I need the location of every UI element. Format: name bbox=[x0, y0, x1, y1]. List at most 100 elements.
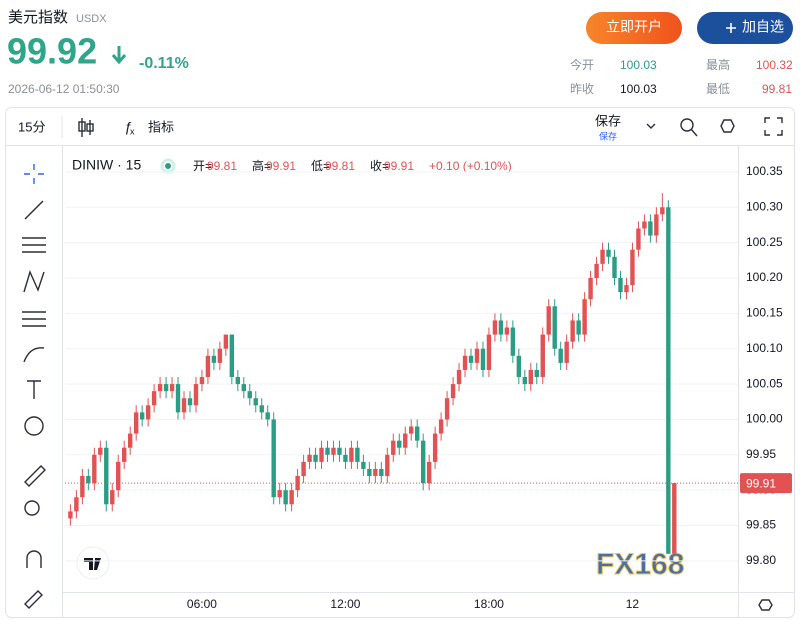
candle-body bbox=[74, 497, 79, 512]
candle-body bbox=[420, 440, 426, 484]
candle-body bbox=[570, 320, 575, 342]
zoom-tool[interactable] bbox=[24, 500, 40, 516]
candle-body bbox=[331, 447, 336, 455]
magnet-tool[interactable] bbox=[26, 550, 42, 568]
alert-icon[interactable] bbox=[680, 118, 698, 137]
stat-label: 最低 bbox=[706, 82, 730, 96]
price: 99.92 bbox=[7, 31, 97, 72]
button-label: 立即开户 bbox=[606, 19, 662, 35]
interval[interactable]: 15分 bbox=[18, 119, 45, 134]
candle-body bbox=[133, 412, 139, 434]
code: USDX bbox=[76, 13, 107, 25]
ruler-tool[interactable] bbox=[24, 465, 46, 487]
stat-label: 昨收 bbox=[570, 82, 594, 96]
candle-body bbox=[414, 426, 420, 441]
candle-body bbox=[277, 490, 282, 498]
chevron[interactable] bbox=[646, 123, 656, 129]
trendline-tool[interactable] bbox=[24, 200, 44, 220]
candle-body bbox=[199, 377, 205, 385]
button-bg bbox=[697, 12, 793, 44]
button-bg bbox=[586, 12, 682, 44]
legend-change: +0.10 (+0.10%) bbox=[429, 159, 512, 173]
legend-value: 99.91 bbox=[384, 159, 414, 173]
y-tick-label: 100.35 bbox=[746, 164, 783, 178]
text-tool[interactable] bbox=[27, 380, 41, 399]
candle-body bbox=[361, 461, 366, 469]
candle-body bbox=[606, 249, 611, 257]
candle-body bbox=[630, 249, 635, 286]
y-tick-label: 99.85 bbox=[746, 518, 776, 532]
candle-body bbox=[343, 454, 348, 462]
projection-tool[interactable] bbox=[22, 311, 46, 327]
candle-body bbox=[403, 433, 408, 448]
candle-body bbox=[325, 447, 330, 455]
candle-body bbox=[492, 320, 498, 335]
lock-tool[interactable] bbox=[24, 590, 43, 609]
candle-body bbox=[169, 384, 175, 392]
x-tick-label: 06:00 bbox=[187, 597, 217, 611]
candle-body bbox=[618, 278, 623, 293]
candle-body bbox=[576, 320, 581, 335]
candle-body bbox=[86, 476, 91, 484]
candle-body bbox=[546, 306, 551, 335]
save[interactable]: 保存 bbox=[595, 113, 621, 128]
y-tick-label: 100.00 bbox=[746, 412, 783, 426]
x-tick-label: 12 bbox=[626, 597, 640, 611]
pattern-tool[interactable] bbox=[23, 269, 45, 293]
candle-body bbox=[444, 398, 450, 420]
y-tick-label: 99.95 bbox=[746, 447, 776, 461]
candle-body bbox=[271, 419, 276, 498]
last-price-tag bbox=[740, 473, 792, 494]
fullscreen-icon[interactable] bbox=[764, 117, 783, 136]
candle-body bbox=[379, 468, 384, 477]
plot: 99.8099.8599.9099.95100.00100.05100.1010… bbox=[65, 164, 792, 611]
axis-settings[interactable] bbox=[758, 599, 773, 611]
candle-body bbox=[624, 285, 629, 293]
fib-tool[interactable] bbox=[22, 237, 46, 253]
y-tick-label: 100.05 bbox=[746, 376, 783, 390]
stat-value: 100.03 bbox=[620, 58, 657, 72]
candle-body bbox=[672, 483, 677, 554]
open-account-button[interactable]: 立即开户 bbox=[586, 12, 682, 44]
candle-body bbox=[295, 476, 300, 491]
candle-body bbox=[127, 433, 133, 448]
candle-body bbox=[193, 384, 199, 406]
candle-body bbox=[426, 461, 432, 484]
emoji-tool[interactable] bbox=[24, 416, 44, 436]
crosshair-tool[interactable] bbox=[24, 164, 44, 184]
candle-body bbox=[223, 334, 229, 349]
fx-icon[interactable]: ƒ bbox=[124, 119, 132, 135]
candle-body bbox=[319, 447, 324, 462]
candle-body bbox=[92, 454, 97, 484]
candle-body bbox=[139, 412, 145, 420]
y-tick-label: 100.15 bbox=[746, 306, 783, 320]
candle-body bbox=[80, 476, 85, 498]
indicators[interactable]: 指标 bbox=[148, 119, 174, 134]
candle-body bbox=[438, 419, 444, 434]
legend-label: 开= bbox=[193, 159, 212, 173]
candle-type-icon[interactable] bbox=[78, 118, 94, 137]
stat-label: 今开 bbox=[570, 57, 594, 72]
candle-body bbox=[187, 398, 193, 406]
candle-body bbox=[289, 490, 294, 505]
save-sub: 保存 bbox=[599, 130, 617, 141]
candle-body bbox=[528, 369, 533, 385]
stat-value: 100.03 bbox=[620, 82, 657, 96]
stat-value: 99.81 bbox=[762, 82, 792, 96]
candle-body bbox=[253, 398, 258, 406]
settings-icon[interactable] bbox=[720, 119, 735, 133]
candle-body bbox=[660, 207, 665, 215]
brush-tool[interactable] bbox=[23, 347, 45, 363]
candle-body bbox=[612, 256, 617, 279]
legend-value: 99.81 bbox=[207, 159, 237, 173]
watchlist-button[interactable]: 加自选 bbox=[697, 12, 793, 44]
candle-body bbox=[498, 320, 504, 335]
candle-body bbox=[110, 490, 115, 505]
symbol-label: DINIW · 15 bbox=[72, 157, 141, 173]
candle-body bbox=[456, 369, 462, 385]
y-tick-label: 100.20 bbox=[746, 270, 783, 284]
candle-body bbox=[480, 348, 486, 370]
legend-label: 低= bbox=[311, 159, 330, 173]
candle-body bbox=[552, 306, 557, 349]
